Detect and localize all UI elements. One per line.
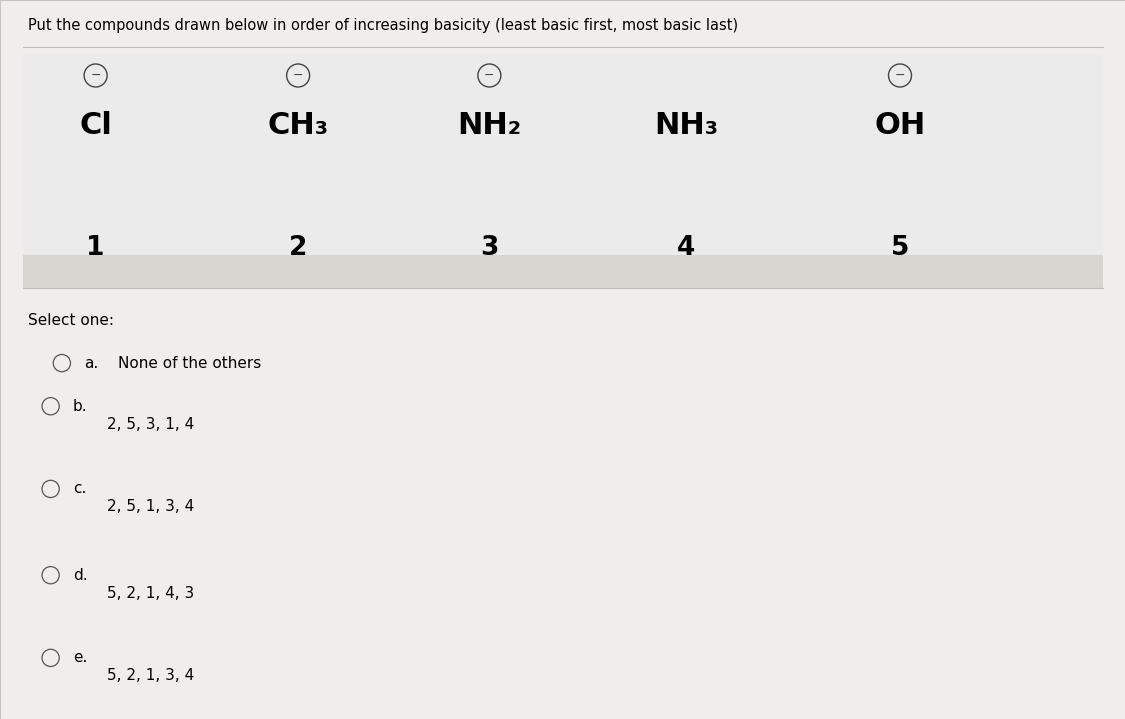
Text: Put the compounds drawn below in order of increasing basicity (least basic first: Put the compounds drawn below in order o… xyxy=(28,18,738,33)
FancyBboxPatch shape xyxy=(22,54,1102,288)
Text: a.: a. xyxy=(84,356,99,370)
Text: None of the others: None of the others xyxy=(118,356,261,370)
Text: 4: 4 xyxy=(677,235,695,261)
Text: 3: 3 xyxy=(480,235,498,261)
Text: −: − xyxy=(484,69,495,82)
Text: −: − xyxy=(894,69,906,82)
Text: e.: e. xyxy=(73,651,88,665)
Text: 5, 2, 1, 3, 4: 5, 2, 1, 3, 4 xyxy=(107,669,195,683)
Text: NH₂: NH₂ xyxy=(457,111,522,140)
Text: b.: b. xyxy=(73,399,88,413)
Text: 5: 5 xyxy=(891,235,909,261)
FancyBboxPatch shape xyxy=(22,255,1102,288)
Text: −: − xyxy=(90,69,101,82)
Text: 2: 2 xyxy=(289,235,307,261)
Text: c.: c. xyxy=(73,482,87,496)
Text: Cl: Cl xyxy=(79,111,113,140)
Text: −: − xyxy=(292,69,304,82)
Text: d.: d. xyxy=(73,568,88,582)
Text: OH: OH xyxy=(874,111,926,140)
Text: NH₃: NH₃ xyxy=(655,111,719,140)
Text: 5, 2, 1, 4, 3: 5, 2, 1, 4, 3 xyxy=(107,586,195,600)
Text: 1: 1 xyxy=(87,235,105,261)
Text: 2, 5, 3, 1, 4: 2, 5, 3, 1, 4 xyxy=(107,417,195,431)
Text: CH₃: CH₃ xyxy=(268,111,328,140)
Text: Select one:: Select one: xyxy=(28,313,114,328)
Text: 2, 5, 1, 3, 4: 2, 5, 1, 3, 4 xyxy=(107,500,195,514)
